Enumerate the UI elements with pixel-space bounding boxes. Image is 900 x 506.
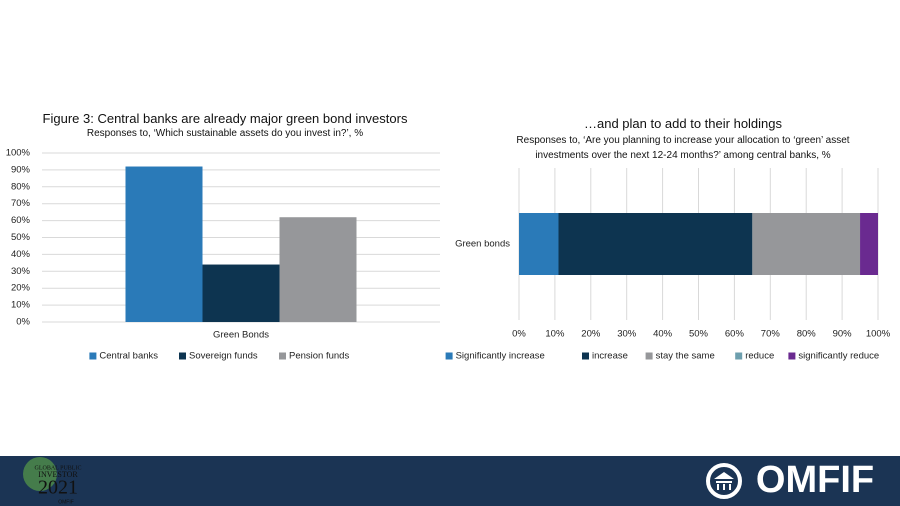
x-tick-label: 0% <box>512 329 526 340</box>
legend-label: Pension funds <box>289 351 349 362</box>
y-tick-label: 60% <box>11 215 31 226</box>
legend-swatch <box>179 352 186 360</box>
y-tick-label: 90% <box>11 164 31 175</box>
legend-swatch <box>89 352 97 360</box>
y-tick-label: 10% <box>11 300 31 311</box>
legend-swatch <box>735 352 743 360</box>
bar-segment <box>519 213 559 275</box>
chart-title: …and plan to add to their holdings <box>583 116 783 131</box>
brand-icon <box>714 472 734 490</box>
y-tick-label: Green bonds <box>455 239 510 250</box>
x-tick-label: 50% <box>689 329 709 340</box>
y-tick-label: 20% <box>11 283 31 294</box>
x-tick-label: 100% <box>866 329 891 340</box>
event-name: GLOBAL PUBLIC <box>35 465 82 471</box>
x-tick-label: 70% <box>761 329 781 340</box>
y-tick-label: 40% <box>11 249 31 260</box>
legend-swatch <box>645 352 653 360</box>
event-org: OMFIF <box>58 499 74 505</box>
bar <box>279 217 357 322</box>
bar <box>125 166 203 322</box>
y-tick-label: 100% <box>6 148 31 159</box>
brand-icon <box>706 463 742 499</box>
legend-label: increase <box>592 351 628 362</box>
chart-subtitle: Responses to, ‘Are you planning to incre… <box>516 135 850 161</box>
x-tick-label: 60% <box>725 329 745 340</box>
legend-label: significantly reduce <box>798 351 879 362</box>
y-tick-label: 70% <box>11 198 31 209</box>
event-logo-globe <box>23 457 57 491</box>
legend-swatch <box>582 352 589 360</box>
bar <box>202 264 280 322</box>
legend-label: Significantly increase <box>456 351 545 362</box>
x-tick-label: 20% <box>581 329 601 340</box>
legend-swatch <box>445 352 453 360</box>
event-name: INVESTOR <box>38 470 78 479</box>
x-tick-label: 40% <box>653 329 673 340</box>
legend-swatch <box>279 352 286 360</box>
bar-segment <box>558 213 753 275</box>
event-year: 2021 <box>38 477 78 499</box>
legend-label: Sovereign funds <box>189 351 258 362</box>
legend-label: reduce <box>745 351 774 362</box>
y-tick-label: 50% <box>11 232 31 243</box>
x-tick-label: 90% <box>833 329 853 340</box>
bar-segment <box>860 213 878 275</box>
x-tick-label: 10% <box>545 329 565 340</box>
chart-title: Figure 3: Central banks are already majo… <box>42 111 408 126</box>
brand-name: OMFIF <box>756 459 874 501</box>
x-tick-label: Green Bonds <box>213 330 269 341</box>
legend-swatch <box>788 352 796 360</box>
x-tick-label: 30% <box>617 329 637 340</box>
legend-label: stay the same <box>656 351 715 362</box>
footer-bar <box>0 456 900 506</box>
y-tick-label: 0% <box>16 317 30 328</box>
chart-subtitle: Responses to, ‘Which sustainable assets … <box>86 128 364 139</box>
x-tick-label: 80% <box>797 329 817 340</box>
legend-label: Central banks <box>99 351 158 362</box>
y-tick-label: 80% <box>11 181 31 192</box>
bar-segment <box>752 213 861 275</box>
y-tick-label: 30% <box>11 266 31 277</box>
